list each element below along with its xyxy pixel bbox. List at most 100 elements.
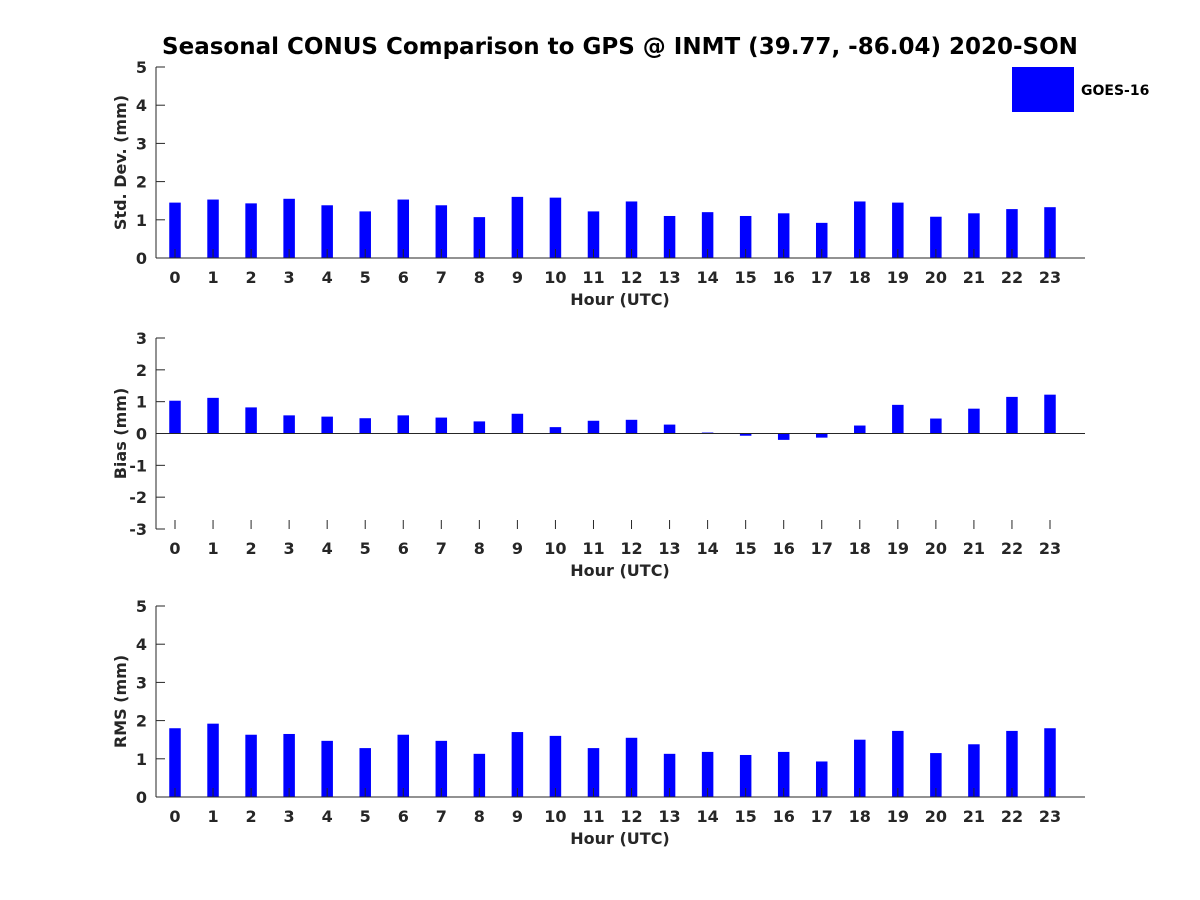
bar-std-dev-hour-16: [777, 213, 790, 258]
bar-rms-hour-14: [701, 751, 714, 797]
x-tick-label: 23: [1039, 268, 1061, 287]
bar-std-dev-hour-4: [321, 205, 333, 258]
bar-bias-hour-3: [283, 415, 295, 434]
bar-bias-hour-6: [397, 415, 410, 434]
x-tick-label: 10: [544, 539, 566, 558]
x-tick-label: 16: [773, 539, 795, 558]
x-tick-label: 2: [246, 807, 257, 826]
y-tick-label: 3: [136, 329, 147, 348]
bar-bias-hour-1: [207, 397, 219, 434]
x-tick-label: 18: [849, 539, 871, 558]
bar-bias-hour-13: [663, 424, 676, 434]
bar-bias-hour-16: [777, 433, 790, 440]
bar-std-dev-hour-12: [625, 201, 638, 258]
x-tick-label: 21: [963, 539, 985, 558]
y-axis-label: Bias (mm): [111, 388, 130, 480]
bar-std-dev-hour-13: [663, 215, 676, 258]
x-tick-label: 13: [658, 807, 680, 826]
x-tick-label: 15: [735, 539, 757, 558]
legend-swatch: [1012, 67, 1074, 112]
x-tick-label: 22: [1001, 807, 1023, 826]
x-tick-label: 12: [620, 807, 642, 826]
bar-bias-hour-18: [854, 425, 866, 434]
bar-bias-hour-8: [473, 421, 486, 434]
x-tick-label: 4: [322, 539, 333, 558]
bar-rms-hour-13: [663, 753, 676, 797]
bar-rms-hour-0: [169, 728, 181, 797]
bar-rms-hour-9: [511, 732, 524, 797]
bar-bias-hour-11: [587, 420, 600, 434]
x-tick-label: 16: [773, 268, 795, 287]
bar-bias-hour-9: [511, 413, 524, 434]
x-tick-label: 19: [887, 539, 909, 558]
x-tick-label: 3: [284, 539, 295, 558]
bar-rms-hour-8: [473, 753, 486, 797]
bar-rms-hour-18: [854, 739, 866, 797]
x-axis-label: Hour (UTC): [570, 561, 670, 580]
x-tick-label: 18: [849, 807, 871, 826]
y-tick-label: 1: [136, 750, 147, 769]
x-tick-label: 5: [360, 268, 371, 287]
x-tick-label: 7: [436, 807, 447, 826]
bar-bias-hour-4: [321, 416, 333, 434]
x-tick-label: 10: [544, 268, 566, 287]
bar-rms-hour-5: [359, 748, 371, 797]
x-tick-label: 3: [284, 807, 295, 826]
x-tick-label: 14: [696, 807, 718, 826]
y-tick-label: -1: [129, 456, 147, 475]
bar-bias-hour-12: [625, 419, 638, 434]
x-tick-label: 12: [620, 539, 642, 558]
x-tick-label: 4: [322, 807, 333, 826]
bar-rms-hour-10: [549, 735, 562, 797]
x-tick-label: 8: [474, 539, 485, 558]
x-tick-label: 9: [512, 268, 523, 287]
y-tick-label: 4: [136, 96, 147, 115]
x-tick-label: 6: [398, 807, 409, 826]
bar-rms-hour-6: [397, 734, 410, 797]
x-tick-label: 5: [360, 807, 371, 826]
legend: GOES-16: [1012, 67, 1149, 112]
bar-bias-hour-17: [815, 433, 828, 438]
y-tick-label: 0: [136, 788, 147, 807]
y-tick-label: 0: [136, 425, 147, 444]
bar-std-dev-hour-2: [245, 203, 257, 258]
x-tick-label: 14: [696, 268, 718, 287]
bar-std-dev-hour-1: [207, 199, 219, 258]
x-tick-label: 23: [1039, 539, 1061, 558]
x-tick-label: 17: [811, 539, 833, 558]
y-axis-label: RMS (mm): [111, 655, 130, 748]
bar-std-dev-hour-18: [854, 201, 866, 258]
bar-std-dev-hour-15: [739, 215, 752, 258]
bar-std-dev-hour-9: [511, 196, 524, 258]
x-tick-label: 9: [512, 539, 523, 558]
x-tick-label: 10: [544, 807, 566, 826]
x-tick-label: 14: [696, 539, 718, 558]
bar-rms-hour-21: [968, 744, 980, 797]
y-tick-label: 2: [136, 712, 147, 731]
legend-label: GOES-16: [1081, 83, 1149, 99]
y-tick-label: 3: [136, 673, 147, 692]
bar-std-dev-hour-14: [701, 212, 714, 258]
bar-bias-hour-23: [1044, 394, 1056, 434]
bar-std-dev-hour-17: [815, 222, 828, 258]
bar-rms-hour-12: [625, 737, 638, 797]
x-tick-label: 11: [582, 268, 604, 287]
x-tick-label: 2: [246, 268, 257, 287]
x-tick-label: 6: [398, 268, 409, 287]
x-axis-label: Hour (UTC): [570, 290, 670, 309]
y-tick-label: 2: [136, 361, 147, 380]
bar-rms-hour-19: [892, 730, 904, 797]
x-tick-label: 13: [658, 268, 680, 287]
bar-rms-hour-11: [587, 748, 600, 797]
y-tick-label: 5: [136, 58, 147, 77]
bar-std-dev-hour-23: [1044, 207, 1056, 258]
bar-rms-hour-1: [207, 723, 219, 797]
y-tick-label: 0: [136, 249, 147, 268]
x-tick-label: 20: [925, 268, 947, 287]
x-tick-label: 0: [169, 539, 180, 558]
y-tick-label: 4: [136, 635, 147, 654]
x-tick-label: 8: [474, 807, 485, 826]
